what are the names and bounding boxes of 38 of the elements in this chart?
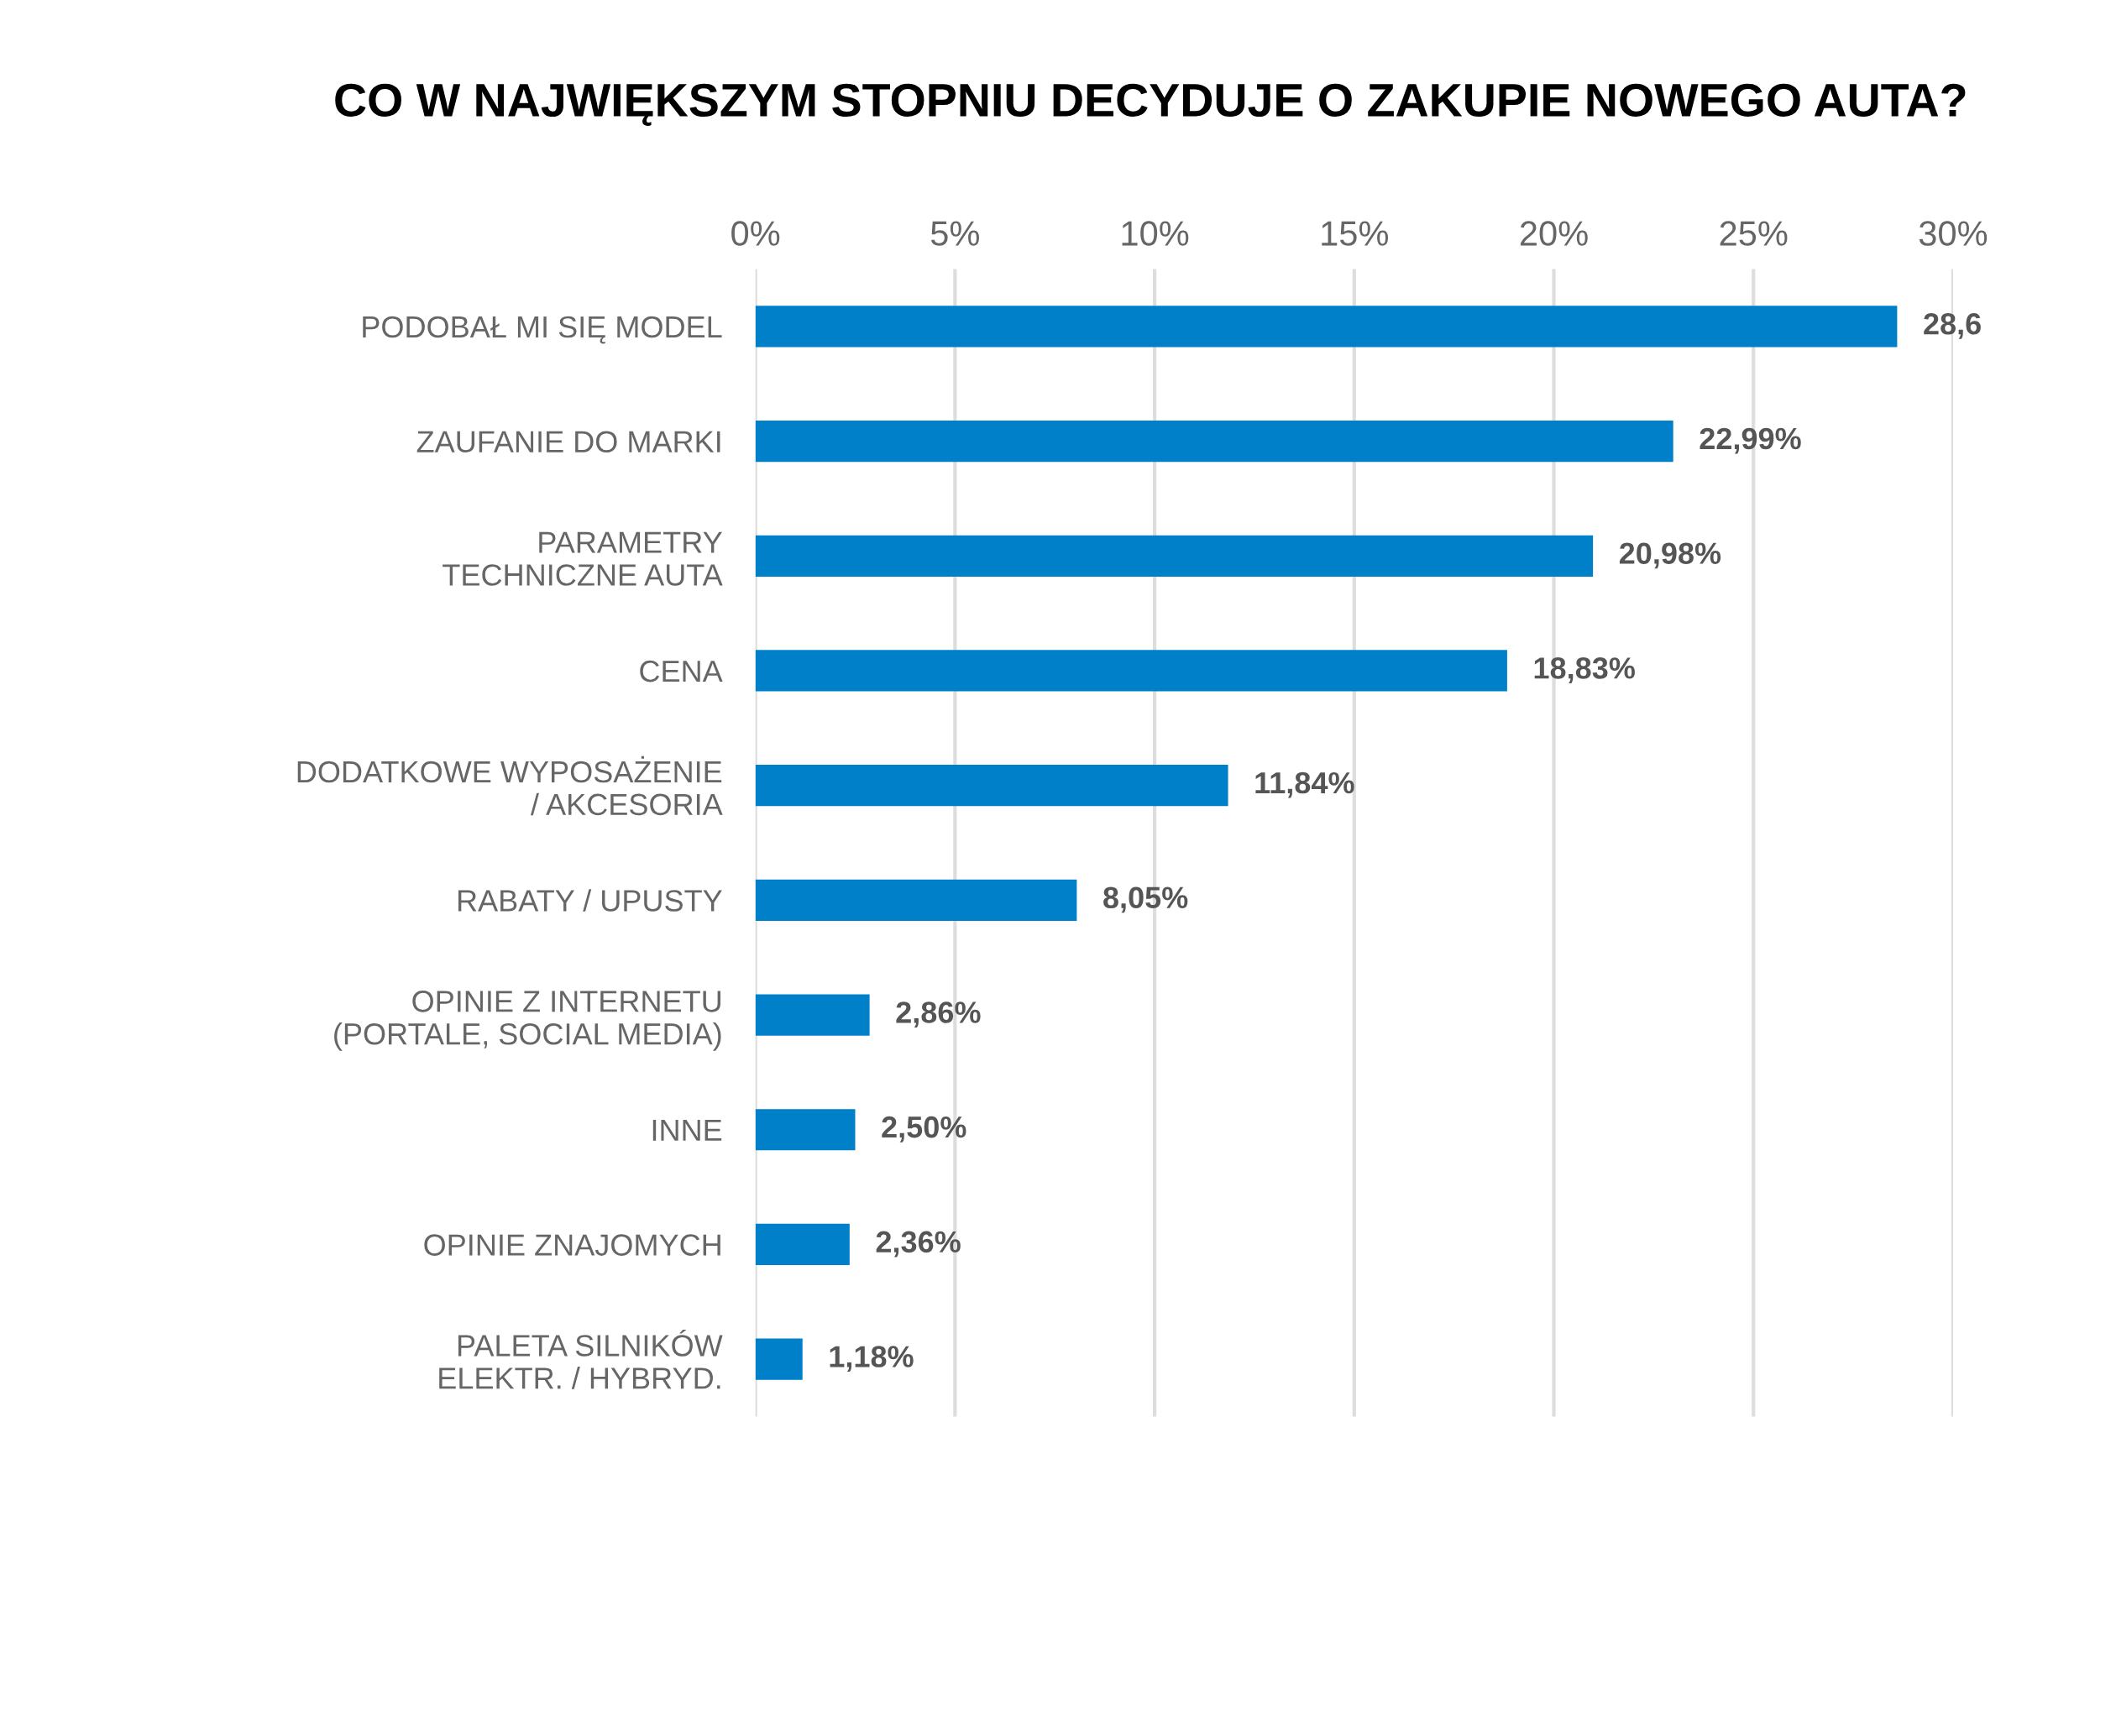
chart-title: CO W NAJWIĘKSZYM STOPNIU DECYDUJE O ZAKUPIE NOWEGO AUTA? <box>335 83 1966 126</box>
data-label: 18,83% <box>1534 657 1635 683</box>
x-tick-label: 30% <box>1919 221 1988 246</box>
data-label: 8,05% <box>1103 886 1188 913</box>
y-tick-label: RABATY / UPUSTY <box>458 889 722 912</box>
bar <box>755 420 1673 463</box>
data-label: 20,98% <box>1619 542 1721 569</box>
bar <box>755 1109 856 1151</box>
y-tick-label: DODATKOWE WYPOSAŻENIE / AKCESORIA <box>297 756 723 816</box>
y-tick-label: OPINIE Z INTERNETU (PORTALE, SOCIAL MEDIA) <box>334 991 721 1051</box>
bar <box>755 879 1077 921</box>
data-label: 2,86% <box>896 1001 981 1027</box>
bar <box>755 994 870 1036</box>
x-tick-label: 25% <box>1720 221 1788 246</box>
y-tick-label: INNE <box>652 1119 722 1141</box>
data-label: 2,36% <box>876 1231 961 1258</box>
y-tick-label: PODOBAŁ MI SIĘ MODEL <box>363 316 722 344</box>
x-tick-label: 20% <box>1520 221 1588 246</box>
x-tick-label: 10% <box>1122 221 1189 246</box>
x-tick-label: 15% <box>1322 221 1389 246</box>
data-label: 1,18% <box>830 1346 914 1373</box>
x-tick-label: 0% <box>731 221 780 246</box>
data-label: 11,84% <box>1255 771 1354 798</box>
y-tick-label: PARAMETRY TECHNICZNE AUTA <box>443 531 723 586</box>
data-label: 22,99% <box>1700 427 1801 454</box>
bar <box>755 1338 803 1380</box>
data-label: 2,50% <box>882 1116 966 1143</box>
bar <box>755 650 1507 692</box>
bar <box>755 535 1594 577</box>
data-label: 28,6 <box>1924 313 1981 339</box>
y-tick-label: ZAUFANIE DO MARKI <box>416 431 720 453</box>
bar <box>755 306 1898 348</box>
y-tick-label: PALETA SILNIKÓW ELEKTR. / HYBRYD. <box>439 1330 723 1389</box>
bar <box>755 1223 850 1266</box>
y-tick-label: OPINIE ZNAJOMYCH <box>424 1234 720 1256</box>
x-tick-label: 5% <box>930 221 979 246</box>
bar <box>755 765 1228 807</box>
y-tick-label: CENA <box>640 660 723 682</box>
